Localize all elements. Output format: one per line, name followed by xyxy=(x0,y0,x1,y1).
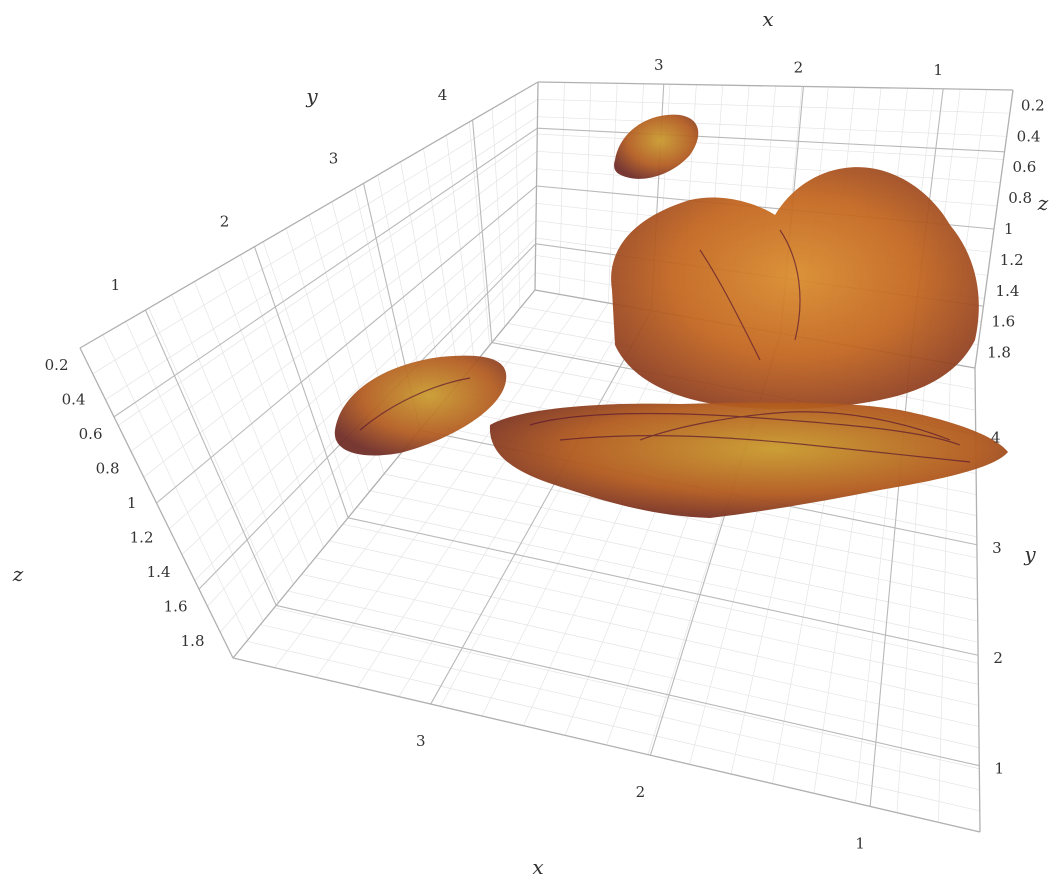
x-tick-label-top: 2 xyxy=(794,58,804,76)
y-tick-label-left: 2 xyxy=(220,213,230,231)
y-tick-label-left: 3 xyxy=(329,149,339,167)
large-upper-blob xyxy=(611,167,979,410)
z-tick-label-left: 0.4 xyxy=(62,391,86,409)
z-tick-label-right: 0.2 xyxy=(1021,96,1045,114)
minor-gridline xyxy=(356,507,979,643)
major-gridline xyxy=(113,127,538,418)
volume-blobs xyxy=(334,114,1008,518)
minor-gridline xyxy=(315,557,979,706)
x-tick-label-bottom: 1 xyxy=(855,834,865,852)
z-axis-label-right: z xyxy=(1037,191,1049,215)
box-edge xyxy=(534,81,539,291)
minor-gridline xyxy=(274,607,980,770)
box-edge xyxy=(79,347,234,659)
z-tick-label-right: 1.8 xyxy=(987,344,1011,362)
minor-gridline xyxy=(370,490,978,622)
minor-gridline xyxy=(383,473,978,601)
x-tick-label-top: 3 xyxy=(654,56,664,74)
z-tick-label-left: 0.6 xyxy=(79,425,103,443)
major-gridline xyxy=(430,310,652,705)
z-tick-label-left: 1.8 xyxy=(181,632,205,650)
y-tick-label-right: 1 xyxy=(995,760,1005,778)
minor-gridline xyxy=(537,98,1010,114)
minor-gridline xyxy=(105,116,538,400)
box-edge xyxy=(537,81,1014,91)
y-tick-label-right: 2 xyxy=(993,649,1003,667)
z-tick-label-right: 0.6 xyxy=(1012,158,1036,176)
tick-labels: 1 1 2 2 3 3 1 1 2 2 3 3 4 4 0.2 0.2 0.4 0.4 0.6 0.6 0.8 0.8 1 1… xyxy=(45,56,1045,852)
y-tick-label-left: 4 xyxy=(438,86,448,104)
z-tick-label-left: 1.6 xyxy=(164,597,188,615)
z-tick-label-right: 1 xyxy=(1004,220,1014,238)
major-gridline xyxy=(537,127,1005,153)
box-edge xyxy=(232,289,536,659)
x-tick-label-bottom: 2 xyxy=(636,783,646,801)
y-axis-label-right: y xyxy=(1023,542,1036,566)
x-tick-label-bottom: 3 xyxy=(416,732,426,750)
z-tick-label-left: 1.2 xyxy=(130,528,154,546)
y-tick-label-right: 4 xyxy=(991,428,1001,446)
z-tick-label-right: 1.6 xyxy=(991,313,1015,331)
y-axis-label-left: y xyxy=(305,84,318,108)
minor-gridline xyxy=(143,168,537,478)
box-edge xyxy=(974,89,1014,369)
major-gridline xyxy=(347,517,979,656)
x-axis-label-bottom: x xyxy=(532,855,543,878)
minor-gridline xyxy=(118,133,538,426)
axis-labels: x x y y z z xyxy=(12,7,1049,878)
z-axis-label-left: z xyxy=(12,562,24,586)
flat-lower-blob xyxy=(489,402,1008,518)
z-tick-label-right: 1.4 xyxy=(996,282,1020,300)
minor-gridline xyxy=(169,203,537,530)
box-edge xyxy=(79,81,539,349)
z-tick-label-right: 0.4 xyxy=(1017,127,1041,145)
z-tick-label-left: 1.4 xyxy=(147,563,171,581)
minor-gridline xyxy=(537,133,1004,160)
minor-gridline xyxy=(537,116,1007,137)
major-gridline xyxy=(156,185,537,504)
minor-gridline xyxy=(287,590,980,748)
y-tick-label-left: 1 xyxy=(111,276,121,294)
x-tick-label-top: 1 xyxy=(933,61,943,79)
z-tick-label-left: 0.2 xyxy=(45,356,69,374)
z-tick-label-right: 1.2 xyxy=(1000,251,1024,269)
minor-gridline xyxy=(246,640,980,812)
minor-gridline xyxy=(301,574,979,727)
z-tick-label-left: 0.8 xyxy=(96,460,120,478)
minor-gridline xyxy=(536,150,1001,184)
minor-gridline xyxy=(397,456,978,580)
z-tick-label-right: 0.8 xyxy=(1008,189,1032,207)
major-gridline xyxy=(276,604,980,767)
left-disc-blob xyxy=(334,355,507,456)
contour-lines xyxy=(359,229,971,463)
x-axis-label-top: x xyxy=(762,7,773,31)
minor-gridline xyxy=(260,624,980,791)
y-tick-label-right: 3 xyxy=(992,539,1002,557)
z-tick-label-left: 1 xyxy=(127,494,137,512)
box-edge xyxy=(232,657,981,833)
minor-gridline xyxy=(92,99,538,375)
minor-gridline xyxy=(342,523,979,664)
minor-gridline xyxy=(130,151,538,452)
minor-gridline xyxy=(181,220,537,555)
small-top-blob xyxy=(614,114,699,179)
minor-gridline xyxy=(329,540,979,685)
